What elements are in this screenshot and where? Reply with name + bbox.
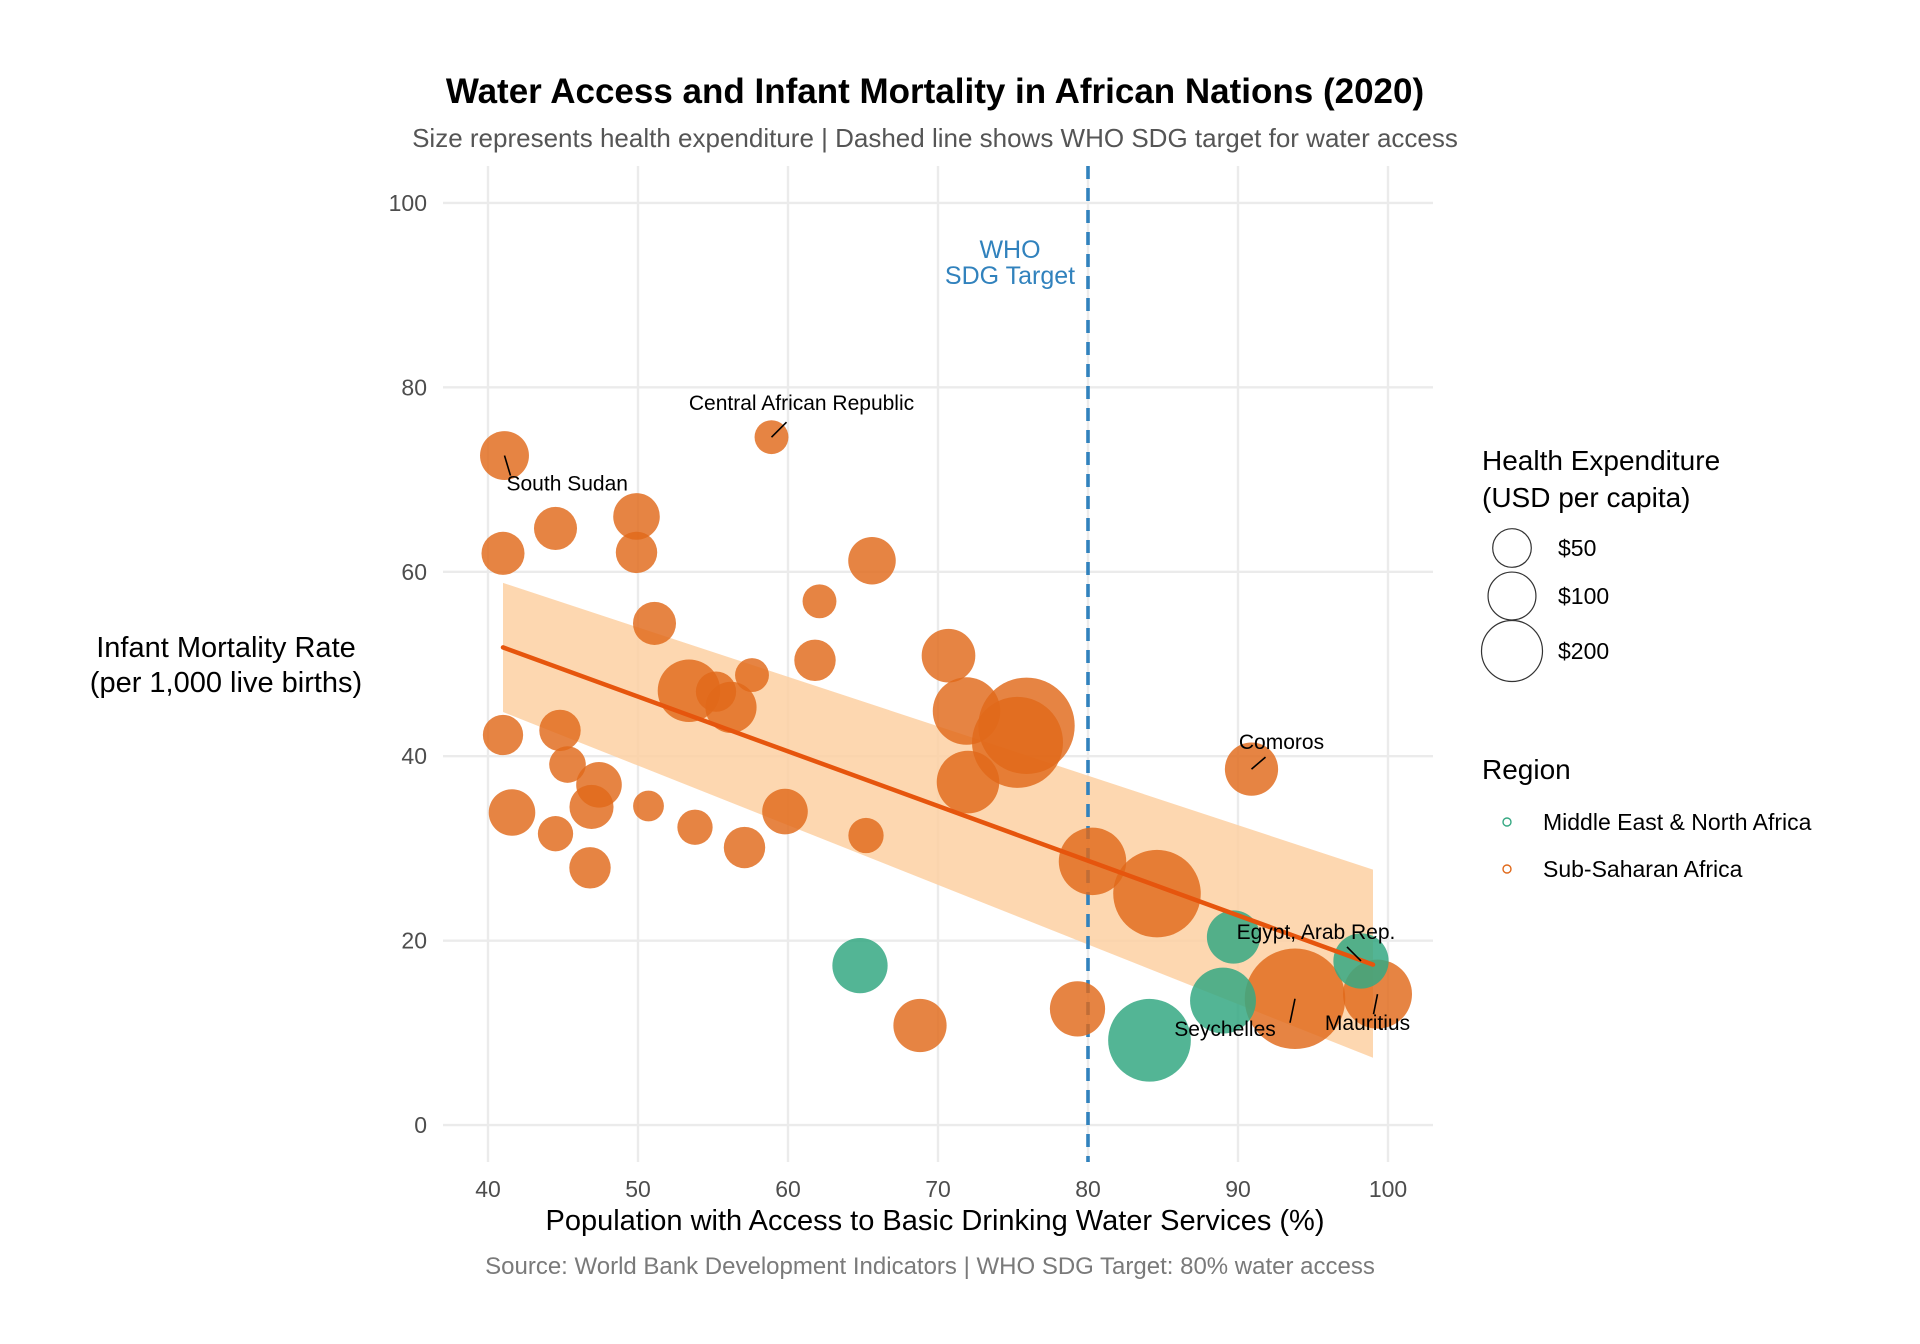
point-label-seychelles: Seychelles	[1174, 1018, 1276, 1041]
data-point	[677, 809, 713, 845]
data-point	[569, 847, 611, 889]
data-point	[848, 817, 884, 854]
x-tick-label: 50	[625, 1176, 651, 1202]
y-tick-label: 20	[401, 928, 427, 954]
data-point	[936, 750, 1000, 814]
data-point	[1113, 849, 1201, 938]
size-legend-entries: $50 $100 $200	[1480, 528, 1609, 683]
data-point	[482, 714, 524, 756]
x-tick-label: 60	[775, 1176, 801, 1202]
legend: Health Expenditure (USD per capita) $50$…	[1480, 445, 1812, 882]
x-tick-label: 70	[925, 1176, 951, 1202]
data-point	[848, 536, 896, 585]
chart-caption: Source: World Bank Development Indicator…	[485, 1253, 1375, 1280]
data-point	[537, 816, 574, 852]
who-target-label: WHO	[979, 236, 1040, 264]
x-axis-title: Population with Access to Basic Drinking…	[546, 1205, 1325, 1237]
data-point	[1190, 967, 1256, 1034]
point-label-egypt-arab-rep: Egypt, Arab Rep.	[1237, 921, 1396, 944]
data-point	[1108, 998, 1191, 1082]
data-point	[932, 677, 1001, 745]
data-point	[762, 788, 808, 835]
y-tick-label: 60	[401, 559, 427, 585]
data-point	[794, 639, 836, 682]
label-leader-central-african-republic	[770, 421, 788, 438]
data-point	[615, 531, 658, 574]
size-legend-title-line-1: Health Expenditure	[1482, 445, 1720, 476]
x-tick-label: 90	[1225, 1176, 1251, 1202]
data-point	[539, 709, 581, 752]
region-legend-label: Sub-Saharan Africa	[1543, 856, 1743, 882]
x-tick-label: 40	[475, 1176, 501, 1202]
region-legend-entries: Middle East & North Africa Sub-Saharan Af…	[1502, 809, 1812, 882]
label-leader-seychelles	[1289, 998, 1296, 1023]
label-leader-mauritius	[1372, 993, 1379, 1015]
data-point	[632, 601, 677, 645]
who-target-label: SDG Target	[945, 262, 1075, 290]
data-point	[613, 493, 660, 540]
data-point	[1224, 742, 1279, 796]
size-legend-label: $100	[1558, 583, 1609, 609]
size-legend-circle	[1492, 528, 1532, 568]
data-point	[921, 628, 976, 683]
point-label-south-sudan: South Sudan	[507, 473, 628, 496]
size-legend-label: $200	[1558, 638, 1609, 664]
data-point	[533, 506, 578, 550]
chart-title: Water Access and Infant Mortality in Afr…	[446, 72, 1424, 111]
data-point	[1206, 910, 1261, 964]
trend-line	[500, 645, 1376, 967]
point-labels: South Sudan Central African Republic Comor…	[503, 392, 1410, 1041]
data-point	[481, 531, 525, 575]
data-point	[1049, 981, 1106, 1037]
size-legend-label: $50	[1558, 535, 1596, 561]
axis-ticks: 40 50 60 70 80 90 100 0 20 40 60 80 100	[389, 190, 1408, 1202]
region-legend-title: Region	[1482, 754, 1571, 785]
data-point	[488, 789, 536, 836]
size-legend-circle	[1480, 619, 1544, 683]
data-point	[802, 584, 837, 619]
region-legend-label: Middle East & North Africa	[1543, 809, 1812, 835]
point-label-central-african-republic: Central African Republic	[689, 392, 914, 415]
y-tick-label: 80	[401, 374, 427, 400]
data-point	[735, 658, 769, 693]
region-legend-key	[1502, 864, 1512, 874]
y-axis-title-line-2: (per 1,000 live births)	[90, 667, 362, 699]
data-point	[549, 746, 586, 783]
y-tick-label: 40	[401, 743, 427, 769]
y-axis-title-line-1: Infant Mortality Rate	[96, 632, 356, 664]
y-tick-label: 0	[414, 1112, 427, 1138]
x-tick-label: 80	[1075, 1176, 1101, 1202]
y-tick-label: 100	[389, 190, 427, 216]
data-point	[832, 937, 888, 994]
data-point	[633, 790, 664, 822]
label-leader-comoros	[1250, 756, 1267, 770]
data-point	[893, 998, 947, 1053]
data-point	[569, 784, 614, 829]
chart-subtitle: Size represents health expenditure | Das…	[412, 123, 1458, 153]
size-legend-circle	[1487, 571, 1537, 621]
data-point	[723, 826, 766, 869]
size-legend-title-line-2: (USD per capita)	[1482, 482, 1691, 513]
trend-line-layer	[500, 645, 1376, 967]
label-leader-egypt-arab-rep	[1346, 946, 1362, 962]
region-legend-key	[1502, 817, 1512, 827]
x-tick-label: 100	[1369, 1176, 1407, 1202]
data-point	[695, 671, 737, 712]
label-leader-south-sudan	[503, 455, 512, 476]
point-label-mauritius: Mauritius	[1325, 1012, 1410, 1035]
point-label-comoros: Comoros	[1239, 731, 1324, 754]
